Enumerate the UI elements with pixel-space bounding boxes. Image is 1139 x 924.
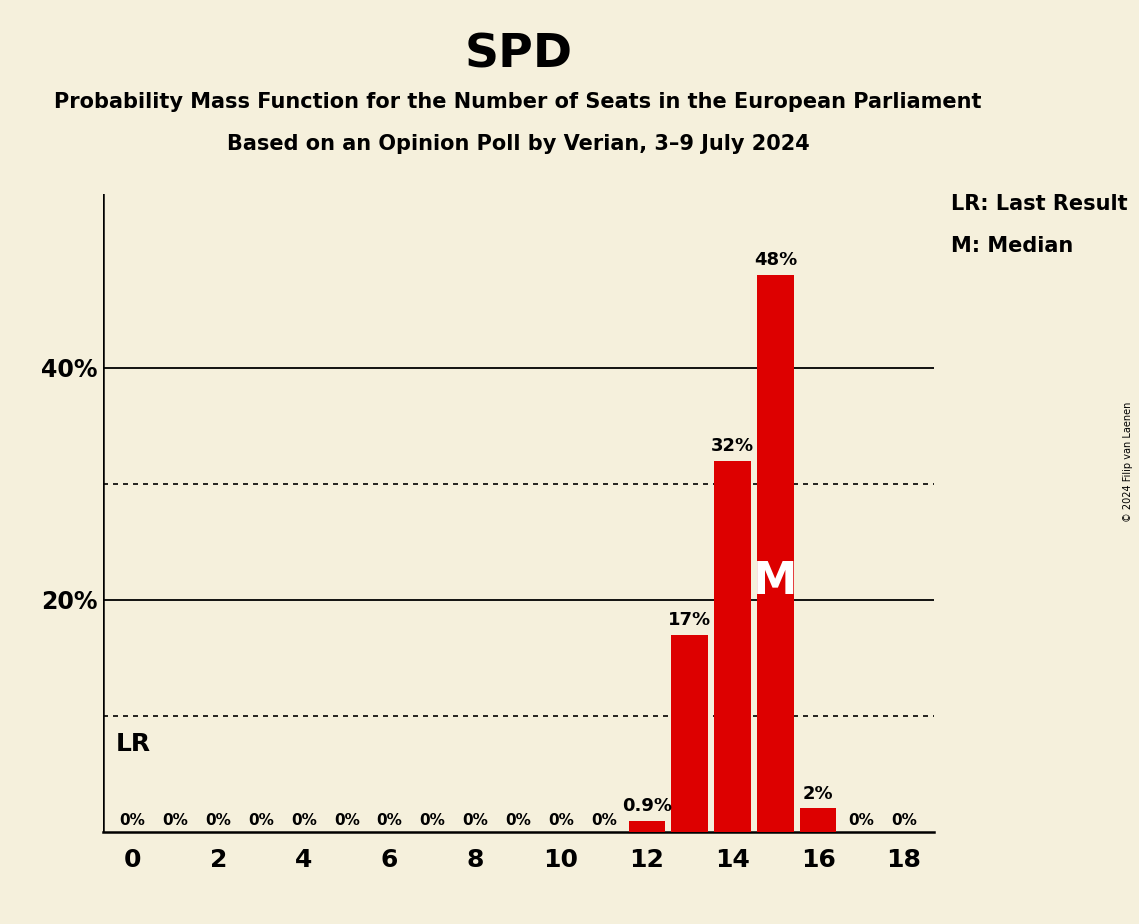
- Text: 0%: 0%: [419, 813, 445, 828]
- Text: LR: LR: [115, 732, 150, 756]
- Text: 32%: 32%: [711, 437, 754, 455]
- Text: LR: Last Result: LR: Last Result: [951, 194, 1128, 214]
- Text: 0%: 0%: [891, 813, 917, 828]
- Text: M: M: [753, 560, 797, 602]
- Text: SPD: SPD: [465, 32, 572, 78]
- Text: 0%: 0%: [506, 813, 531, 828]
- Bar: [672, 635, 708, 832]
- Text: 0%: 0%: [849, 813, 874, 828]
- Bar: [757, 275, 794, 832]
- Text: 0%: 0%: [248, 813, 274, 828]
- Text: M: Median: M: Median: [951, 236, 1073, 256]
- Text: 0%: 0%: [334, 813, 360, 828]
- Text: 48%: 48%: [754, 251, 797, 270]
- Text: 0%: 0%: [591, 813, 617, 828]
- Bar: [800, 808, 836, 832]
- Bar: [629, 821, 665, 832]
- Text: © 2024 Filip van Laenen: © 2024 Filip van Laenen: [1123, 402, 1133, 522]
- Text: 0%: 0%: [163, 813, 188, 828]
- Text: 0%: 0%: [290, 813, 317, 828]
- Text: Probability Mass Function for the Number of Seats in the European Parliament: Probability Mass Function for the Number…: [55, 92, 982, 113]
- Text: 0%: 0%: [462, 813, 489, 828]
- Text: 2%: 2%: [803, 784, 834, 803]
- Text: 17%: 17%: [669, 611, 711, 628]
- Text: 0%: 0%: [548, 813, 574, 828]
- Text: Based on an Opinion Poll by Verian, 3–9 July 2024: Based on an Opinion Poll by Verian, 3–9 …: [227, 134, 810, 154]
- Bar: [714, 461, 751, 832]
- Text: 0%: 0%: [377, 813, 402, 828]
- Text: 0%: 0%: [120, 813, 146, 828]
- Text: 0%: 0%: [205, 813, 231, 828]
- Text: 0.9%: 0.9%: [622, 797, 672, 815]
